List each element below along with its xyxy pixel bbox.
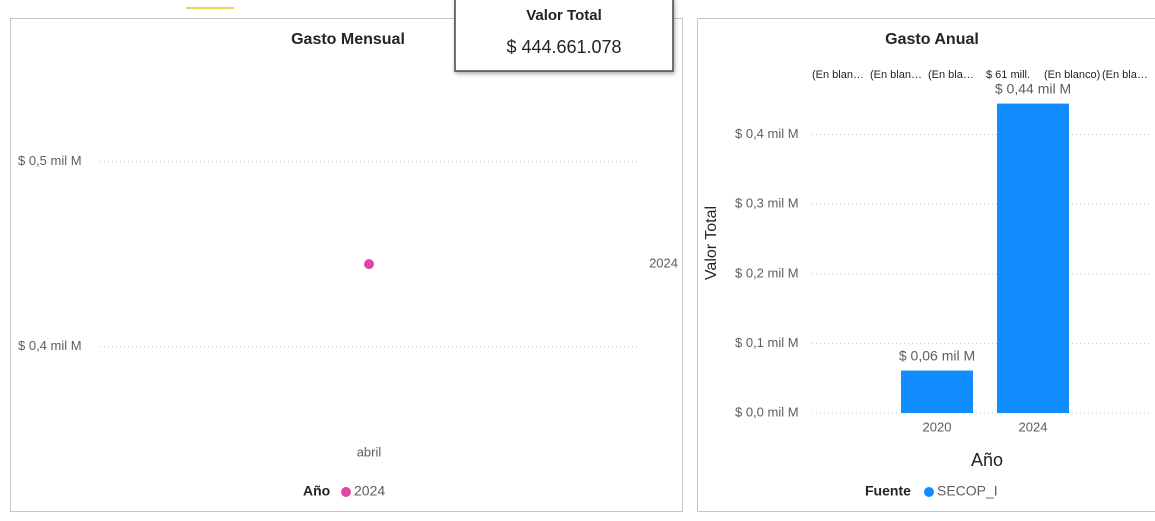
x-tick-label: 2020 <box>923 419 952 434</box>
top-label: (En bla… <box>1102 69 1148 81</box>
card <box>454 0 674 72</box>
panel <box>10 18 683 512</box>
bar <box>997 103 1069 413</box>
x-tick-label: abril <box>357 444 382 459</box>
top-label: (En blan… <box>812 69 864 81</box>
y-axis-label: Valor Total <box>703 206 720 280</box>
y-tick-label: $ 0,1 mil M <box>735 335 799 350</box>
panel <box>697 18 1155 512</box>
data-label: $ 0,44 mil M <box>995 80 1071 96</box>
y-tick-label: $ 0,0 mil M <box>735 404 799 419</box>
card-title: Valor Total <box>526 7 602 24</box>
y-tick-label: $ 0,3 mil M <box>735 196 799 211</box>
legend-marker <box>924 487 934 497</box>
card-value: $ 444.661.078 <box>506 37 621 57</box>
legend-marker <box>341 487 351 497</box>
legend-title: Fuente <box>865 483 911 499</box>
top-label: (En blanco) <box>1044 69 1100 81</box>
decoration <box>186 7 234 9</box>
point <box>364 259 374 270</box>
top-label: (En bla… <box>928 69 974 81</box>
chart-title: Gasto Anual <box>885 31 979 48</box>
top-label: $ 61 mill. <box>986 69 1030 81</box>
series-label: 2024 <box>649 256 678 271</box>
y-tick-label: $ 0,5 mil M <box>18 153 82 168</box>
chart-title: Gasto Mensual <box>291 31 405 48</box>
top-label: (En blan… <box>870 69 922 81</box>
y-tick-label: $ 0,2 mil M <box>735 265 799 280</box>
legend-label: 2024 <box>354 483 385 499</box>
data-label: $ 0,06 mil M <box>899 347 975 363</box>
y-tick-label: $ 0,4 mil M <box>18 338 82 353</box>
x-axis-label: Año <box>971 450 1003 470</box>
legend-label: SECOP_I <box>937 483 998 499</box>
legend-title: Año <box>303 483 330 499</box>
x-tick-label: 2024 <box>1019 419 1048 434</box>
bar <box>901 370 973 413</box>
y-tick-label: $ 0,4 mil M <box>735 126 799 141</box>
